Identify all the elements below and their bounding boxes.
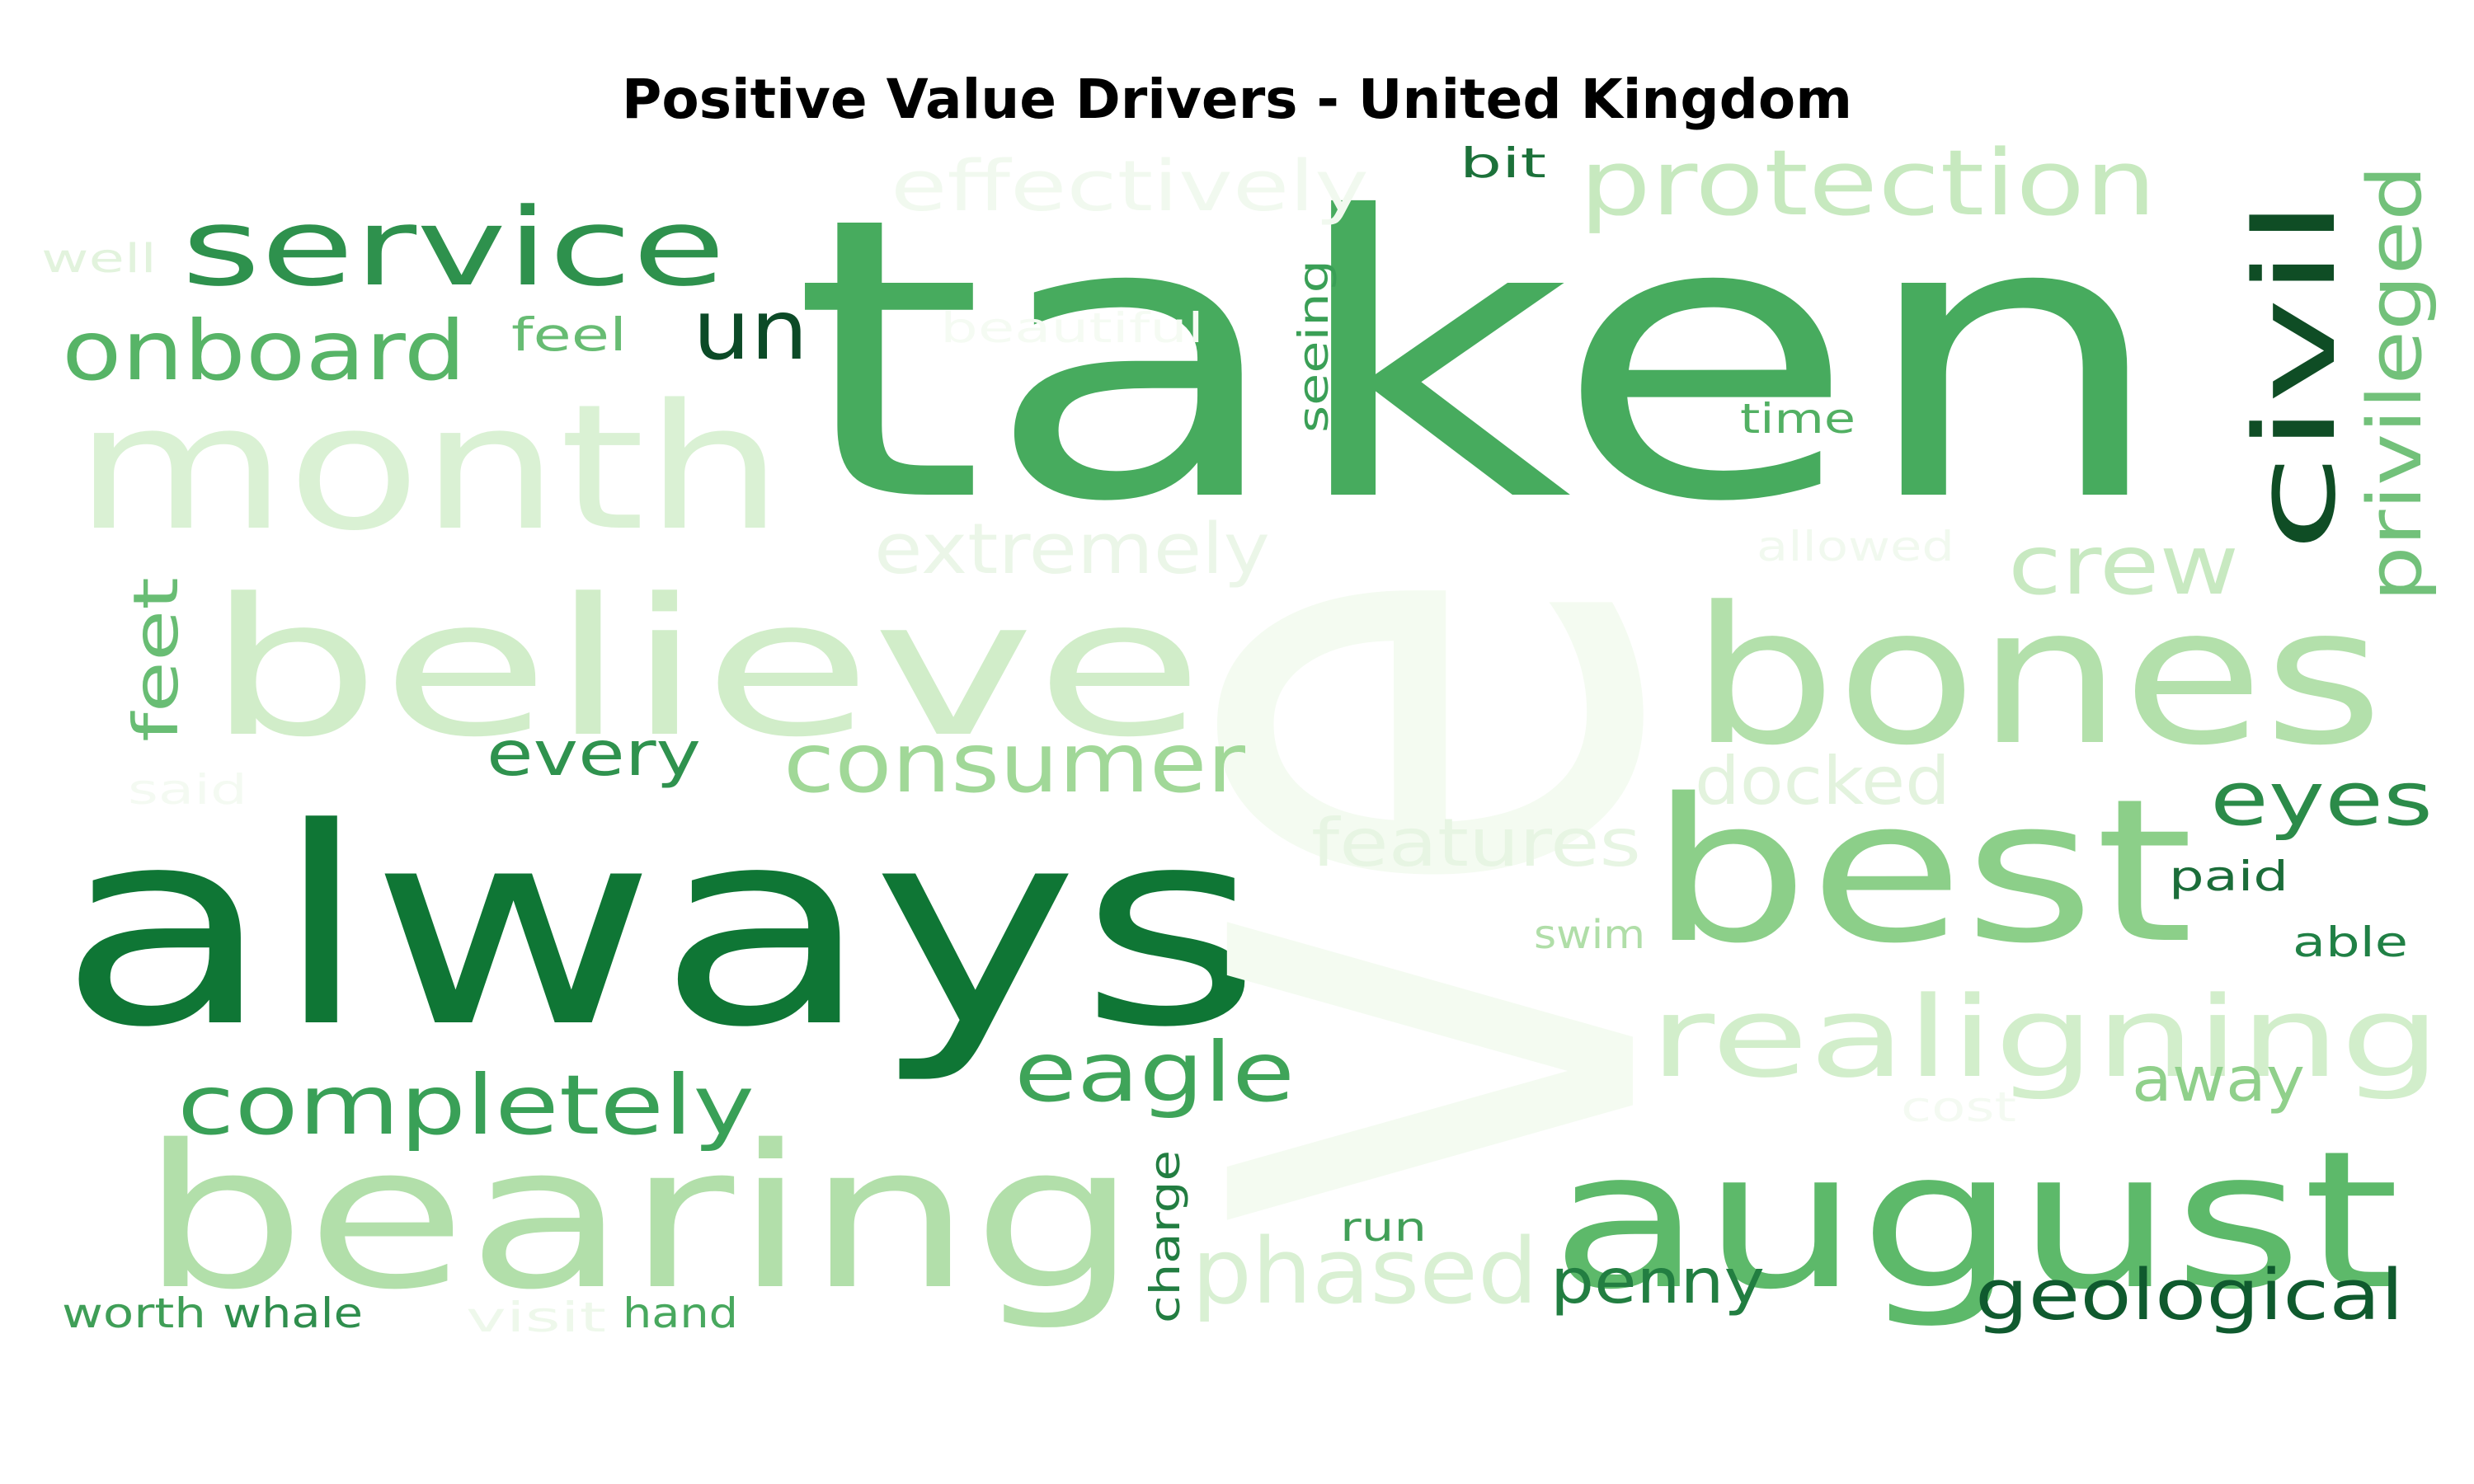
word-time: time bbox=[1740, 395, 1856, 443]
word-best: best bbox=[1649, 756, 2194, 987]
word-cost: cost bbox=[1901, 1083, 2016, 1131]
word-crew: crew bbox=[2008, 517, 2239, 613]
word-august: august bbox=[1550, 1111, 2400, 1331]
word-paid: paid bbox=[2169, 852, 2288, 900]
word-un: un bbox=[693, 282, 808, 378]
word-service: service bbox=[181, 185, 726, 310]
chart-title: Positive Value Drivers - United Kingdom bbox=[622, 68, 1852, 131]
word-extremely: extremely bbox=[874, 509, 1270, 590]
word-visit: visit bbox=[466, 1294, 606, 1341]
word-feet: feet bbox=[120, 577, 192, 742]
word-believe: believe bbox=[206, 559, 1204, 779]
word-bit: bit bbox=[1460, 139, 1546, 187]
word-said: said bbox=[128, 766, 247, 814]
word-civil: civil bbox=[2231, 198, 2360, 552]
word-month: month bbox=[74, 367, 783, 569]
word-bones: bones bbox=[1691, 567, 2383, 787]
word-every: every bbox=[487, 717, 701, 790]
word-consumer: consumer bbox=[783, 715, 1246, 811]
word-docked: docked bbox=[1695, 743, 1950, 819]
word-phased: phased bbox=[1192, 1219, 1538, 1324]
word-well: well bbox=[41, 236, 157, 282]
word-protection: protection bbox=[1579, 130, 2157, 236]
word-away: away bbox=[2132, 1043, 2305, 1115]
word-eagle: eagle bbox=[1014, 1024, 1295, 1120]
word-feel: feel bbox=[511, 308, 627, 361]
word-bearing: bearing bbox=[140, 1102, 1138, 1333]
word-effectively: effectively bbox=[891, 146, 1369, 228]
word-onboard: onboard bbox=[62, 303, 466, 399]
word-completely: completely bbox=[177, 1057, 755, 1153]
word-always: always bbox=[58, 770, 1262, 1087]
word-realigning: realigning bbox=[1649, 973, 2441, 1102]
word-whale: whale bbox=[223, 1289, 363, 1337]
word-beautiful: beautiful bbox=[940, 304, 1204, 352]
word-charge: charge bbox=[1141, 1150, 1189, 1323]
word-seeing: seeing bbox=[1290, 260, 1338, 433]
word-ve: ve bbox=[945, 561, 1808, 1237]
word-allowed: allowed bbox=[1757, 523, 1954, 571]
word-able: able bbox=[2293, 918, 2408, 966]
word-taken: taken bbox=[792, 135, 2169, 586]
word-hand: hand bbox=[623, 1289, 738, 1337]
word-swim: swim bbox=[1534, 912, 1645, 958]
word-features: features bbox=[1311, 805, 1641, 881]
word-eyes: eyes bbox=[2210, 756, 2433, 843]
word-worth: worth bbox=[62, 1289, 206, 1337]
word-run: run bbox=[1340, 1205, 1427, 1251]
word-geological: geological bbox=[1975, 1255, 2404, 1336]
word-penny: penny bbox=[1550, 1245, 1765, 1317]
word-privileged: privileged bbox=[2352, 165, 2439, 602]
